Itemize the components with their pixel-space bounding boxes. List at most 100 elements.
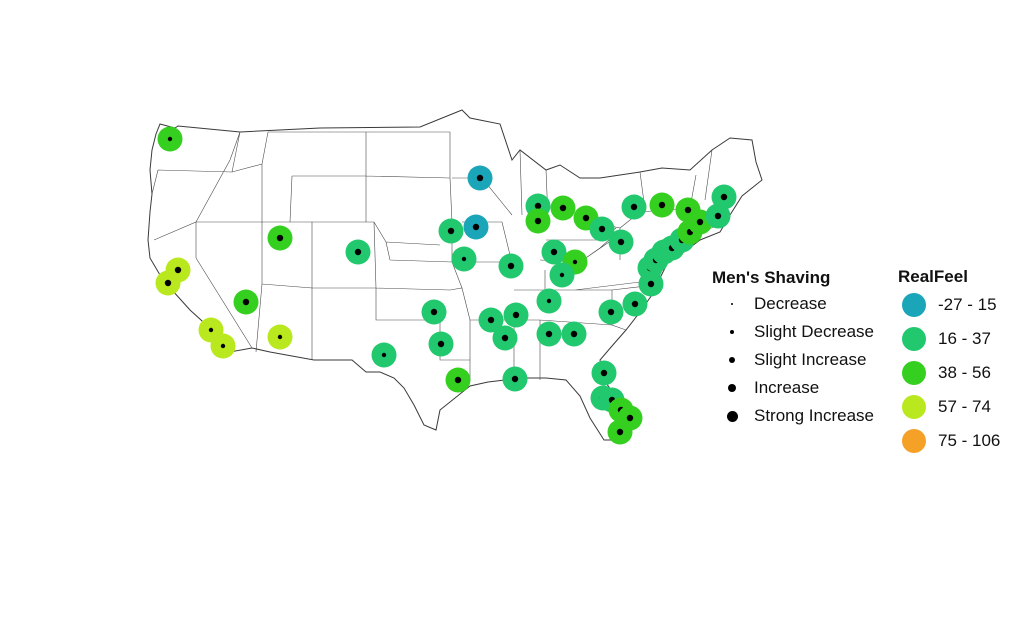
city-marker <box>463 214 489 240</box>
shaving-dot <box>559 204 567 212</box>
shaving-dot <box>684 206 692 214</box>
shaving-dot <box>545 330 553 338</box>
realfeel-legend: RealFeel -27 - 15 16 - 37 38 - 56 57 - 74 75… <box>898 266 1018 458</box>
shaving-dot <box>208 327 214 333</box>
shaving-dot <box>658 201 666 209</box>
city-marker <box>210 333 236 359</box>
shaving-dot <box>437 340 445 348</box>
realfeel-legend-label: 57 - 74 <box>938 397 991 416</box>
shaving-dot <box>631 300 639 308</box>
shaving-dot-icon <box>730 302 734 306</box>
shaving-legend-item: Strong Increase <box>712 402 902 430</box>
shaving-dot <box>570 330 578 338</box>
city-marker <box>498 253 524 279</box>
city-marker <box>155 270 181 296</box>
shaving-dot <box>582 214 590 222</box>
city-marker <box>622 291 648 317</box>
shaving-dot <box>381 352 387 358</box>
city-marker <box>541 239 567 265</box>
shaving-dot <box>507 262 515 270</box>
shaving-dot-icon <box>726 410 738 422</box>
realfeel-legend-item: 16 - 37 <box>898 322 1018 356</box>
shaving-dot <box>600 369 608 377</box>
city-marker <box>711 184 737 210</box>
shaving-dot <box>454 376 462 384</box>
shaving-legend-item: Decrease <box>712 290 902 318</box>
city-marker <box>550 195 576 221</box>
shaving-dot <box>617 238 625 246</box>
realfeel-legend-label: 75 - 106 <box>938 431 1001 450</box>
realfeel-legend-label: 38 - 56 <box>938 363 991 382</box>
shaving-legend-item: Slight Increase <box>712 346 902 374</box>
city-marker <box>428 331 454 357</box>
city-marker <box>345 239 371 265</box>
realfeel-legend-title: RealFeel <box>898 267 968 286</box>
city-marker <box>675 197 701 223</box>
city-marker <box>267 225 293 251</box>
city-marker <box>607 419 633 445</box>
city-marker <box>598 299 624 325</box>
shaving-legend-label: Decrease <box>754 294 827 313</box>
shaving-dot <box>487 316 495 324</box>
realfeel-swatch-icon <box>902 293 926 317</box>
shaving-legend-label: Increase <box>754 378 820 397</box>
city-marker <box>591 360 617 386</box>
city-marker <box>536 288 562 314</box>
shaving-legend-label: Slight Increase <box>754 350 867 369</box>
shaving-dot <box>598 225 606 233</box>
city-marker <box>589 216 615 242</box>
shaving-dot-icon <box>727 383 737 393</box>
city-marker <box>445 367 471 393</box>
city-marker <box>478 307 504 333</box>
realfeel-legend-item: 75 - 106 <box>898 424 1018 458</box>
city-marker <box>621 194 647 220</box>
city-marker <box>608 229 634 255</box>
shaving-legend-label: Strong Increase <box>754 406 875 425</box>
shaving-dot <box>720 193 728 201</box>
city-marker <box>157 126 183 152</box>
realfeel-swatch-icon <box>902 395 926 419</box>
shaving-dot <box>476 174 484 182</box>
city-marker <box>233 289 259 315</box>
city-marker <box>649 192 675 218</box>
shaving-dot <box>550 248 558 256</box>
city-marker <box>536 321 562 347</box>
city-marker <box>438 218 464 244</box>
shaving-legend-item: Slight Decrease <box>712 318 902 346</box>
shaving-legend-title: Men's Shaving <box>712 268 831 287</box>
city-marker <box>502 366 528 392</box>
shaving-dot <box>220 343 226 349</box>
shaving-dot <box>626 414 634 422</box>
city-marker <box>525 208 551 234</box>
shaving-dot <box>607 308 615 316</box>
shaving-dot <box>534 217 542 225</box>
shaving-dot <box>647 280 655 288</box>
city-marker <box>503 302 529 328</box>
shaving-dot <box>174 266 182 274</box>
shaving-dot <box>714 212 722 220</box>
shaving-dot <box>534 202 542 210</box>
realfeel-swatch-icon <box>902 361 926 385</box>
shaving-dot <box>512 311 520 319</box>
city-marker <box>421 299 447 325</box>
realfeel-swatch-icon <box>902 429 926 453</box>
shaving-dot <box>616 428 624 436</box>
shaving-legend: Men's Shaving Decrease Slight Decrease Sli… <box>712 266 902 430</box>
shaving-legend-label: Slight Decrease <box>754 322 875 341</box>
realfeel-swatch-icon <box>902 327 926 351</box>
shaving-dot-icon <box>729 329 735 335</box>
shaving-dot <box>546 298 552 304</box>
shaving-dot <box>511 375 519 383</box>
realfeel-legend-item: 57 - 74 <box>898 390 1018 424</box>
realfeel-legend-label: 16 - 37 <box>938 329 991 348</box>
realfeel-legend-label: -27 - 15 <box>938 295 997 314</box>
city-marker <box>467 165 493 191</box>
shaving-dot <box>167 136 173 142</box>
shaving-dot <box>430 308 438 316</box>
shaving-dot <box>354 248 362 256</box>
realfeel-legend-item: 38 - 56 <box>898 356 1018 390</box>
shaving-dot <box>277 334 283 340</box>
city-marker <box>492 325 518 351</box>
shaving-dot <box>276 234 284 242</box>
